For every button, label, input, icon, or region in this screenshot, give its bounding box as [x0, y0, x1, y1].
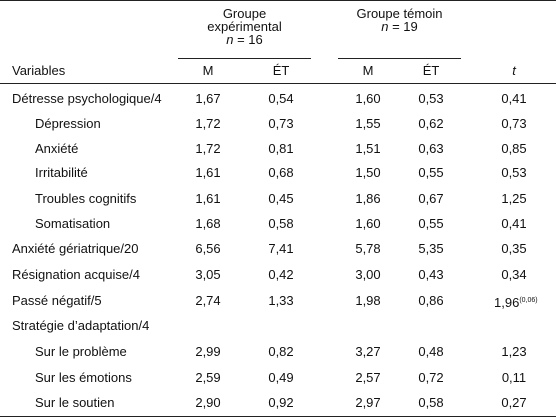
cell-et-exp: 0,45 [268, 191, 294, 206]
row-label: Stratégie d’adaptation/4 [12, 318, 150, 333]
bottom-rule [0, 416, 556, 417]
cell-t: 0,11 [501, 370, 527, 385]
cell-et-ctrl: 0,53 [418, 91, 444, 106]
group-experimental-header: Groupe expérimental n = 16 [178, 7, 311, 46]
cell-t: 1,96(0,06) [494, 293, 538, 311]
cell-et-exp: 1,33 [268, 293, 294, 308]
cell-t: 1,25 [501, 191, 527, 206]
cell-et-ctrl: 0,63 [418, 141, 444, 156]
row-label: Détresse psychologique/4 [12, 91, 162, 106]
group-ctrl-n: n = 19 [338, 20, 461, 33]
group-exp-n: n = 16 [178, 33, 311, 46]
cell-m-exp: 6,56 [195, 241, 221, 256]
cell-m-ctrl: 1,86 [355, 191, 381, 206]
row-label: Résignation acquise/4 [12, 267, 140, 282]
cell-et-ctrl: 0,72 [418, 370, 444, 385]
cell-t: 0,41 [501, 91, 527, 106]
cell-et-exp: 0,92 [268, 395, 294, 410]
cell-et-ctrl: 0,48 [418, 344, 444, 359]
header-rule [0, 83, 556, 84]
cell-t: 0,73 [501, 116, 527, 131]
cell-t-pvalue: (0,06) [519, 297, 538, 304]
group-ctrl-n-value: = 19 [388, 19, 418, 34]
cell-m-ctrl: 1,55 [355, 116, 381, 131]
header-t: t [512, 63, 516, 78]
cell-t: 0,35 [501, 241, 527, 256]
group-exp-line1: Groupe [222, 6, 267, 21]
cell-m-ctrl: 2,57 [355, 370, 381, 385]
cell-m-exp: 1,67 [195, 91, 221, 106]
cell-et-exp: 0,81 [268, 141, 294, 156]
cell-m-exp: 2,74 [195, 293, 221, 308]
cell-et-ctrl: 0,67 [418, 191, 444, 206]
header-m-ctrl: M [362, 63, 374, 78]
cell-m-ctrl: 1,98 [355, 293, 381, 308]
cell-m-exp: 1,72 [195, 116, 221, 131]
cell-et-ctrl: 0,43 [418, 267, 444, 282]
cell-t: 0,53 [501, 165, 527, 180]
cell-m-ctrl: 3,00 [355, 267, 381, 282]
cell-et-ctrl: 0,58 [418, 395, 444, 410]
cell-et-exp: 7,41 [268, 241, 294, 256]
cell-m-exp: 1,61 [195, 165, 221, 180]
group-underline-exp [178, 58, 311, 59]
group-ctrl-line1: Groupe témoin [356, 6, 443, 21]
row-label: Somatisation [35, 216, 111, 231]
cell-et-ctrl: 0,86 [418, 293, 444, 308]
cell-m-exp: 1,61 [195, 191, 221, 206]
row-label: Anxiété [35, 141, 79, 156]
row-label: Sur le soutien [35, 395, 115, 410]
cell-et-exp: 0,68 [268, 165, 294, 180]
cell-et-exp: 0,82 [268, 344, 294, 359]
cell-et-ctrl: 0,62 [418, 116, 444, 131]
header-et-ctrl: ÉT [422, 63, 440, 78]
group-exp-n-value: = 16 [233, 32, 263, 47]
cell-t: 0,85 [501, 141, 527, 156]
header-m-exp: M [202, 63, 214, 78]
cell-et-exp: 0,49 [268, 370, 294, 385]
cell-m-exp: 1,68 [195, 216, 221, 231]
cell-m-exp: 3,05 [195, 267, 221, 282]
header-variables: Variables [12, 63, 66, 78]
row-label: Sur les émotions [35, 370, 132, 385]
row-label: Troubles cognitifs [35, 191, 137, 206]
cell-m-ctrl: 1,50 [355, 165, 381, 180]
cell-m-ctrl: 1,51 [355, 141, 381, 156]
row-label: Passé négatif/5 [12, 293, 102, 308]
row-label: Anxiété gériatrique/20 [12, 241, 139, 256]
cell-t-value: 1,96 [494, 295, 520, 310]
group-exp-line2: expérimental [207, 19, 282, 34]
cell-t: 0,41 [501, 216, 527, 231]
cell-et-exp: 0,42 [268, 267, 294, 282]
cell-m-ctrl: 1,60 [355, 216, 381, 231]
cell-et-exp: 0,58 [268, 216, 294, 231]
cell-et-exp: 0,54 [268, 91, 294, 106]
cell-t: 0,27 [501, 395, 527, 410]
cell-m-ctrl: 3,27 [355, 344, 381, 359]
cell-m-exp: 1,72 [195, 141, 221, 156]
header-et-exp: ÉT [272, 63, 290, 78]
cell-et-exp: 0,73 [268, 116, 294, 131]
cell-et-ctrl: 0,55 [418, 165, 444, 180]
cell-t: 1,23 [501, 344, 527, 359]
cell-m-ctrl: 2,97 [355, 395, 381, 410]
group-underline-ctrl [338, 58, 461, 59]
group-control-header: Groupe témoin n = 19 [338, 7, 461, 33]
row-label: Sur le problème [35, 344, 127, 359]
group-exp-n-label: n [226, 32, 234, 47]
cell-m-ctrl: 1,60 [355, 91, 381, 106]
cell-et-ctrl: 0,55 [418, 216, 444, 231]
cell-m-exp: 2,99 [195, 344, 221, 359]
cell-m-exp: 2,59 [195, 370, 221, 385]
cell-m-exp: 2,90 [195, 395, 221, 410]
row-label: Dépression [35, 116, 101, 131]
row-label: Irritabilité [35, 165, 88, 180]
top-rule [0, 0, 556, 1]
cell-et-ctrl: 5,35 [418, 241, 444, 256]
cell-t: 0,34 [501, 267, 527, 282]
cell-m-ctrl: 5,78 [355, 241, 381, 256]
group-ctrl-n-label: n [381, 19, 389, 34]
